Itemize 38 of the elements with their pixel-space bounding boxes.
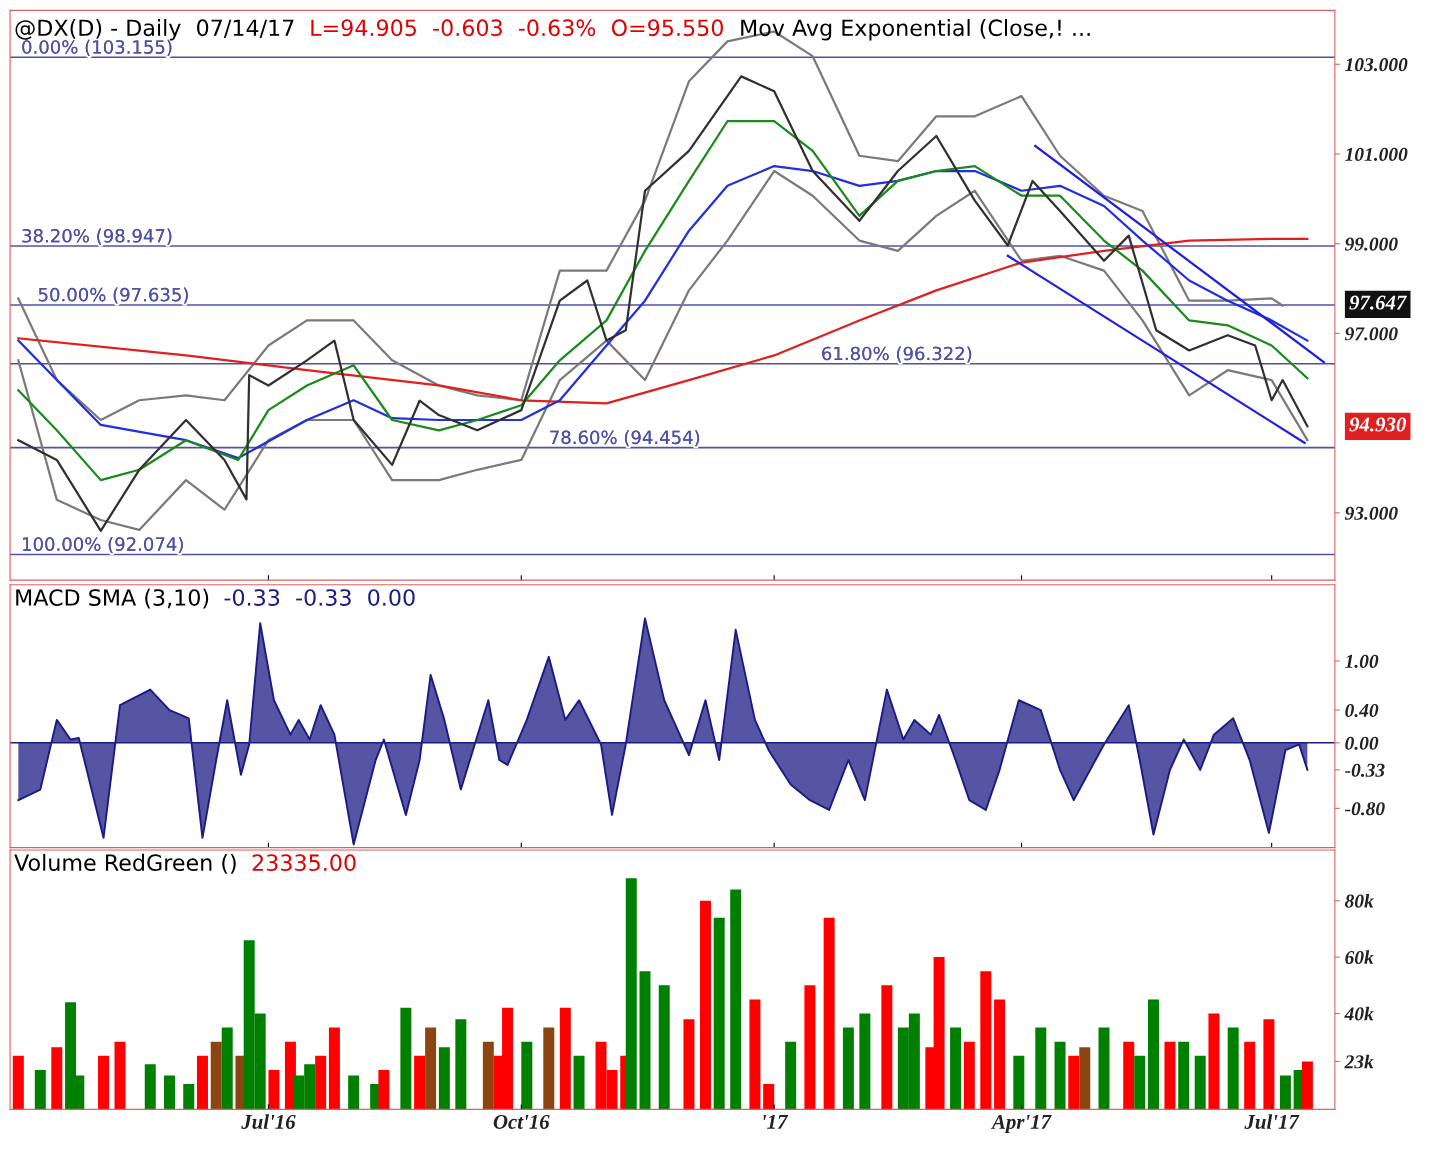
ref-line-label: 100.00% (92.074) [23, 536, 183, 554]
y-tick-label: 99.000 [1344, 237, 1398, 251]
y-tick-label: 1.00 [1345, 654, 1379, 668]
annotation: Mov Avg Exponential (Close,! ... [741, 18, 1090, 41]
line-series [17, 169, 1309, 532]
x-tick-label: Apr'17 [990, 1114, 1052, 1134]
chart-title: Volume RedGreen () [14, 853, 236, 874]
chart-subtitle: 23335.00 [252, 854, 356, 872]
line-series [17, 75, 1309, 532]
y-tick-label: 60k [1345, 950, 1374, 965]
y-tick-label: 103.000 [1345, 58, 1408, 72]
x-tick-label: Oct'16 [493, 1114, 550, 1129]
y-tick-label: 40k [1344, 1006, 1374, 1021]
y-tick-label: 80k [1344, 893, 1374, 908]
line-series [17, 164, 1309, 460]
annotation: 94.930 [1349, 417, 1406, 432]
y-tick-label: 0.40 [1345, 703, 1379, 718]
x-tick-label: Jul'17 [1244, 1114, 1300, 1129]
chart-title: MACD SMA (3,10) [16, 588, 209, 609]
ref-line-label: 38.20% (98.947) [22, 228, 172, 245]
annotation: 97.647 [1349, 295, 1408, 310]
ref-line-label: 78.60% (94.454) [550, 430, 700, 447]
y-tick-label: -0.80 [1345, 802, 1385, 816]
y-tick-label: -0.33 [1345, 763, 1385, 777]
line-series [17, 120, 1309, 482]
chart-subtitle: -0.33 -0.33 0.00 [224, 589, 415, 606]
ref-line-label: 0.00% (103.155) [22, 39, 172, 56]
y-tick-label: 101.000 [1345, 147, 1408, 161]
y-tick-label: 0.00 [1345, 736, 1379, 750]
x-tick-label: '17 [763, 1114, 789, 1129]
y-tick-label: 23k [1344, 1054, 1374, 1069]
y-tick-label: 97.000 [1344, 327, 1398, 341]
ref-line-label: 50.00% (97.635) [38, 287, 188, 304]
x-tick-label: Jul'16 [241, 1114, 296, 1129]
chart-subtitle: L=94.905 -0.603 -0.63% O=95.550 [311, 19, 723, 37]
chart-title: @DX(D) - Daily 07/14/17 [15, 18, 294, 41]
ref-line-label: 61.80% (96.322) [822, 346, 972, 363]
y-tick-label: 93.000 [1344, 506, 1398, 520]
